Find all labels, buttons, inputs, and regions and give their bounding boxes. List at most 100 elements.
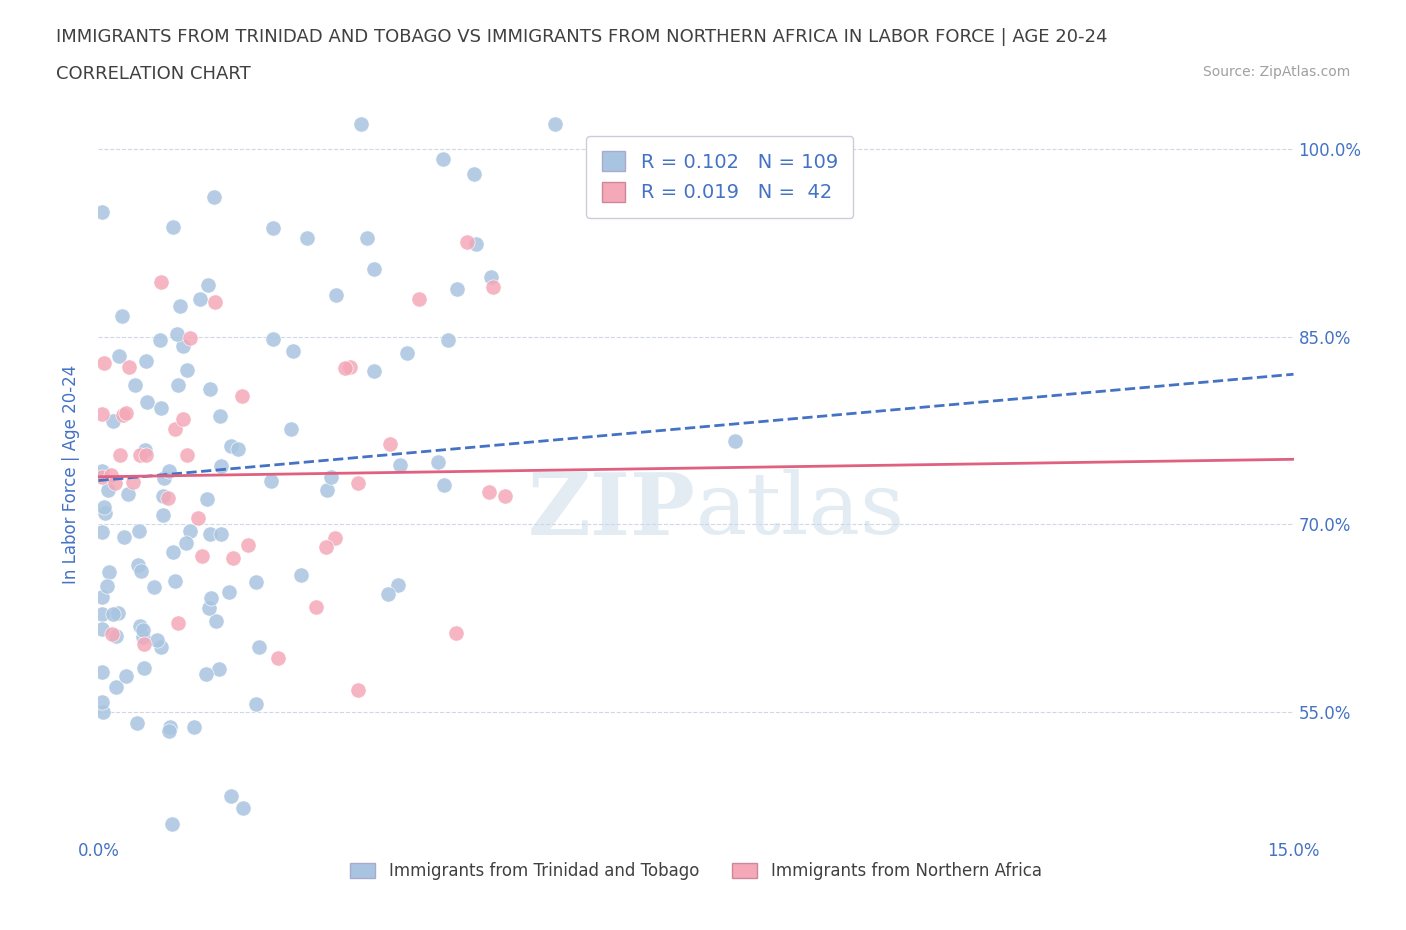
Point	[197, 277, 219, 292]
Point	[464, 237, 486, 252]
Point	[238, 538, 260, 552]
Legend: Immigrants from Trinidad and Tobago, Immigrants from Northern Africa: Immigrants from Trinidad and Tobago, Imm…	[343, 856, 1049, 886]
Point	[152, 508, 174, 523]
Point	[231, 389, 253, 404]
Point	[117, 359, 139, 374]
Point	[91, 695, 114, 710]
Point	[319, 470, 342, 485]
Point	[132, 622, 155, 637]
Point	[200, 591, 222, 605]
Point	[143, 579, 166, 594]
Point	[208, 661, 231, 676]
Point	[153, 471, 176, 485]
Text: IMMIGRANTS FROM TRINIDAD AND TOBAGO VS IMMIGRANTS FROM NORTHERN AFRICA IN LABOR : IMMIGRANTS FROM TRINIDAD AND TOBAGO VS I…	[56, 28, 1108, 46]
Point	[389, 458, 412, 472]
Point	[97, 565, 120, 579]
Point	[108, 448, 131, 463]
Point	[105, 629, 128, 644]
Point	[437, 332, 460, 347]
Point	[363, 364, 385, 379]
Point	[117, 486, 139, 501]
Point	[211, 527, 233, 542]
Point	[149, 332, 172, 347]
Point	[91, 621, 114, 636]
Point	[101, 414, 124, 429]
Point	[104, 476, 127, 491]
Point	[444, 626, 467, 641]
Point	[107, 606, 129, 621]
Point	[176, 363, 198, 378]
Point	[346, 683, 368, 698]
Point	[134, 442, 156, 457]
Point	[91, 705, 114, 720]
Point	[91, 205, 114, 219]
Point	[183, 719, 205, 734]
Point	[91, 525, 114, 539]
Point	[209, 458, 232, 473]
Point	[145, 632, 167, 647]
Point	[111, 408, 134, 423]
Point	[446, 282, 468, 297]
Point	[198, 526, 221, 541]
Point	[245, 697, 267, 711]
Point	[323, 531, 346, 546]
Point	[149, 401, 172, 416]
Point	[162, 817, 184, 832]
Point	[245, 575, 267, 590]
Point	[426, 454, 449, 469]
Point	[198, 601, 221, 616]
Point	[121, 475, 143, 490]
Point	[204, 295, 226, 310]
Point	[463, 166, 485, 181]
Point	[494, 488, 516, 503]
Point	[115, 405, 138, 420]
Point	[96, 578, 118, 593]
Point	[408, 291, 430, 306]
Point	[127, 557, 149, 572]
Point	[482, 279, 505, 294]
Point	[152, 488, 174, 503]
Point	[91, 606, 114, 621]
Point	[165, 421, 187, 436]
Point	[103, 606, 125, 621]
Point	[202, 190, 225, 205]
Point	[96, 483, 118, 498]
Point	[91, 406, 114, 421]
Point	[267, 651, 290, 666]
Point	[380, 436, 402, 451]
Point	[262, 220, 284, 235]
Point	[191, 548, 214, 563]
Point	[136, 395, 159, 410]
Point	[221, 439, 243, 454]
Point	[204, 614, 226, 629]
Text: CORRELATION CHART: CORRELATION CHART	[56, 65, 252, 83]
Point	[163, 574, 186, 589]
Point	[478, 485, 501, 499]
Point	[172, 339, 194, 353]
Point	[111, 309, 134, 324]
Point	[195, 492, 218, 507]
Point	[395, 345, 418, 360]
Point	[316, 483, 339, 498]
Point	[232, 801, 254, 816]
Point	[179, 524, 201, 538]
Point	[134, 660, 156, 675]
Point	[159, 720, 181, 735]
Point	[94, 506, 117, 521]
Point	[128, 618, 150, 633]
Point	[91, 463, 114, 478]
Point	[226, 442, 249, 457]
Point	[129, 564, 152, 578]
Point	[112, 529, 135, 544]
Point	[544, 116, 567, 131]
Point	[249, 639, 271, 654]
Point	[124, 378, 146, 392]
Point	[129, 447, 152, 462]
Point	[132, 637, 155, 652]
Point	[127, 715, 149, 730]
Point	[198, 381, 221, 396]
Point	[108, 349, 131, 364]
Point	[432, 152, 454, 166]
Point	[325, 287, 347, 302]
Point	[162, 545, 184, 560]
